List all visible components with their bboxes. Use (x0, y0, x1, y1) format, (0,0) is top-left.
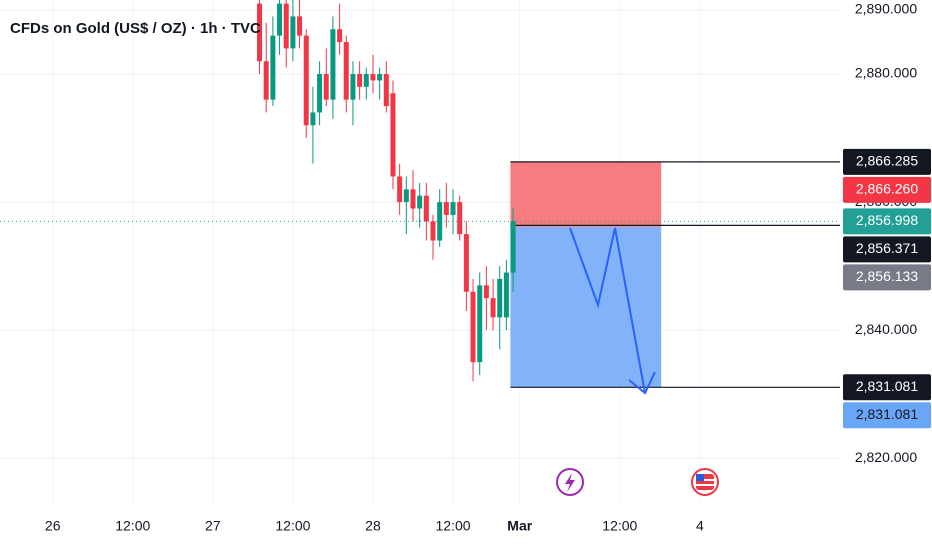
candle-body (357, 74, 363, 87)
price-label-box (843, 264, 931, 291)
candle-body (263, 61, 269, 100)
candle-body (477, 285, 483, 363)
candle-body (303, 35, 309, 126)
candle-body (503, 272, 509, 318)
price-label-box (843, 148, 931, 175)
candle-body (310, 112, 316, 126)
candle-body (443, 202, 449, 215)
stop-zone (510, 162, 662, 227)
x-tick-label: 12:00 (602, 518, 637, 534)
price-label-box (843, 402, 931, 429)
candle-body (457, 202, 463, 235)
candle-body (277, 3, 283, 36)
x-tick-label: 12:00 (115, 518, 150, 534)
candle-body (483, 285, 489, 299)
candle-body (403, 189, 409, 203)
candle-body (377, 74, 383, 81)
price-label: 2,856.371 (856, 240, 918, 256)
price-label-box (843, 236, 931, 263)
candle-body (317, 74, 323, 113)
candle-body (423, 195, 429, 222)
candle-body (323, 74, 329, 100)
x-tick-label: Mar (507, 518, 532, 534)
candle-body (417, 195, 423, 209)
candle-body (463, 234, 469, 292)
candle-body (283, 3, 289, 49)
x-tick-label: 27 (205, 518, 221, 534)
candle-body (497, 278, 503, 318)
price-label-box (843, 208, 931, 235)
chart-title: CFDs on Gold (US$ / OZ) · 1h · TVC (10, 20, 261, 37)
candle-body (363, 74, 369, 87)
candle-body (490, 298, 496, 318)
x-tick-label: 4 (696, 518, 704, 534)
candle-body (257, 3, 263, 62)
flag-stripe (696, 484, 714, 486)
candle-body (410, 189, 416, 209)
x-tick-label: 28 (365, 518, 381, 534)
candle-body (343, 42, 349, 100)
x-tick-label: 12:00 (275, 518, 310, 534)
candle-body (390, 93, 396, 177)
candle-body (330, 29, 336, 100)
flag-stripe (696, 479, 714, 481)
candle-body (470, 291, 476, 363)
x-tick-label: 12:00 (436, 518, 471, 534)
candle-body (430, 221, 436, 241)
price-label: 2,831.081 (856, 406, 918, 422)
price-label-box (843, 176, 931, 203)
projection-arrow (569, 227, 646, 394)
price-label: 2,856.133 (856, 268, 918, 284)
candle-body (383, 74, 389, 107)
price-label-box (843, 374, 931, 401)
arrow-head (628, 371, 656, 395)
candle-body (397, 176, 403, 203)
candle-body (297, 16, 303, 36)
candle-body (350, 74, 356, 100)
candle-body (510, 221, 516, 273)
candle-body (450, 202, 456, 215)
lightning-icon (565, 473, 575, 492)
y-tick-label: 2,820.000 (855, 449, 917, 465)
price-label: 2,866.285 (856, 153, 918, 169)
x-tick-label: 26 (45, 518, 61, 534)
candle-body (337, 29, 343, 43)
price-label: 2,831.081 (856, 378, 918, 394)
y-tick-label: 2,840.000 (855, 321, 917, 337)
y-tick-label: 2,890.000 (855, 1, 917, 17)
candle-body (290, 16, 296, 49)
flag-canton (696, 474, 704, 481)
y-tick-label: 2,880.000 (855, 65, 917, 81)
candle-body (270, 35, 276, 100)
price-label: 2,866.260 (856, 181, 918, 197)
price-label: 2,856.998 (856, 212, 918, 228)
target-zone (510, 226, 662, 388)
candle-body (437, 202, 443, 241)
candle-body (370, 74, 376, 81)
